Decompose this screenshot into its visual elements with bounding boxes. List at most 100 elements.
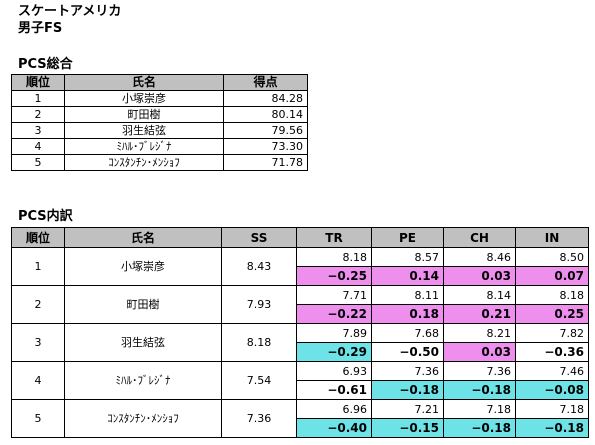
rank-cell: 3 bbox=[11, 122, 65, 139]
ch-diff-cell: 0.03 bbox=[443, 266, 516, 286]
in-value-cell: 7.18 bbox=[515, 399, 589, 419]
ch-value-cell: 8.46 bbox=[443, 247, 516, 267]
in-diff-cell: −0.08 bbox=[515, 380, 589, 400]
name-cell: ﾐﾊﾙ･ﾌﾞﾚｼﾞﾅ bbox=[64, 361, 222, 400]
ch-diff-cell: −0.18 bbox=[443, 380, 516, 400]
tr-diff-cell: −0.25 bbox=[296, 266, 372, 286]
tr-value-cell: 8.18 bbox=[296, 247, 372, 267]
pcs-detail-table: 順位 氏名 SS TR PE CH IN 1 小塚崇彦 8.43 8.18 8.… bbox=[11, 227, 589, 438]
name-cell: 羽生結弦 bbox=[64, 323, 222, 362]
in-diff-cell: −0.36 bbox=[515, 342, 589, 362]
ch-value-cell: 7.18 bbox=[443, 399, 516, 419]
name-cell: 町田樹 bbox=[64, 106, 224, 123]
pcs-total-table: 順位 氏名 得点 1 小塚崇彦 84.28 2 町田樹 80.14 3 羽生結弦… bbox=[11, 74, 308, 171]
score-cell: 71.78 bbox=[223, 154, 308, 171]
ss-cell: 7.36 bbox=[221, 399, 297, 438]
rank-cell: 1 bbox=[11, 90, 65, 107]
table-row: 5 ｺﾝｽﾀﾝﾁﾝ･ﾒﾝｼｮﾌ 7.36 6.96 7.21 7.18 7.18 bbox=[11, 399, 589, 438]
table-row: 5 ｺﾝｽﾀﾝﾁﾝ･ﾒﾝｼｮﾌ 71.78 bbox=[11, 154, 308, 171]
name-cell: 小塚崇彦 bbox=[64, 90, 224, 107]
rank-cell: 1 bbox=[11, 247, 65, 286]
name-cell: 町田樹 bbox=[64, 285, 222, 324]
pe-diff-cell: −0.15 bbox=[371, 418, 444, 438]
tr-value-cell: 6.93 bbox=[296, 361, 372, 381]
diff-row: −0.40 −0.15 −0.18 −0.18 bbox=[12, 418, 589, 438]
in-value-cell: 7.82 bbox=[515, 323, 589, 343]
in-diff-cell: −0.18 bbox=[515, 418, 589, 438]
tr-value-cell: 6.96 bbox=[296, 399, 372, 419]
header-in: IN bbox=[515, 227, 589, 248]
in-value-cell: 7.46 bbox=[515, 361, 589, 381]
rank-cell: 5 bbox=[11, 399, 65, 438]
header-tr: TR bbox=[296, 227, 372, 248]
rank-cell: 2 bbox=[11, 106, 65, 123]
ch-value-cell: 7.36 bbox=[443, 361, 516, 381]
score-cell: 79.56 bbox=[223, 122, 308, 139]
ss-cell: 8.18 bbox=[221, 323, 297, 362]
tr-diff-cell: −0.29 bbox=[296, 342, 372, 362]
pe-value-cell: 8.57 bbox=[371, 247, 444, 267]
name-cell: 小塚崇彦 bbox=[64, 247, 222, 286]
pcs-total-heading: PCS総合 bbox=[18, 57, 73, 72]
tr-value-cell: 7.89 bbox=[296, 323, 372, 343]
rank-cell: 4 bbox=[11, 138, 65, 155]
header-ch: CH bbox=[443, 227, 516, 248]
header-name: 氏名 bbox=[64, 74, 224, 91]
score-cell: 84.28 bbox=[223, 90, 308, 107]
table-header-row: 順位 氏名 得点 bbox=[11, 74, 308, 91]
ch-value-cell: 8.14 bbox=[443, 285, 516, 305]
score-cell: 80.14 bbox=[223, 106, 308, 123]
rank-cell: 5 bbox=[11, 154, 65, 171]
table-header-row: 順位 氏名 SS TR PE CH IN bbox=[11, 227, 589, 248]
ss-cell: 8.43 bbox=[221, 247, 297, 286]
ch-diff-cell: −0.18 bbox=[443, 418, 516, 438]
ch-diff-cell: 0.03 bbox=[443, 342, 516, 362]
category-title: 男子FS bbox=[18, 21, 63, 36]
tr-diff-cell: −0.40 bbox=[296, 418, 372, 438]
header-ss: SS bbox=[221, 227, 297, 248]
pe-diff-cell: 0.14 bbox=[371, 266, 444, 286]
table-row: 2 町田樹 80.14 bbox=[11, 106, 308, 123]
pe-value-cell: 7.21 bbox=[371, 399, 444, 419]
name-cell: ｺﾝｽﾀﾝﾁﾝ･ﾒﾝｼｮﾌ bbox=[64, 399, 222, 438]
table-row: 3 羽生結弦 8.18 7.89 7.68 8.21 7.82 bbox=[11, 323, 589, 362]
table-row: 4 ﾐﾊﾙ･ﾌﾞﾚｼﾞﾅ 7.54 6.93 7.36 7.36 7.46 bbox=[11, 361, 589, 400]
table-row: 3 羽生結弦 79.56 bbox=[11, 122, 308, 139]
pe-diff-cell: 0.18 bbox=[371, 304, 444, 324]
pe-diff-cell: −0.18 bbox=[371, 380, 444, 400]
ss-cell: 7.54 bbox=[221, 361, 297, 400]
ch-value-cell: 8.21 bbox=[443, 323, 516, 343]
table-row: 2 町田樹 7.93 7.71 8.11 8.14 8.18 bbox=[11, 285, 589, 324]
in-diff-cell: 0.07 bbox=[515, 266, 589, 286]
name-cell: ﾐﾊﾙ･ﾌﾞﾚｼﾞﾅ bbox=[64, 138, 224, 155]
pcs-detail-heading: PCS内訳 bbox=[18, 209, 73, 224]
header-name: 氏名 bbox=[64, 227, 222, 248]
rank-cell: 4 bbox=[11, 361, 65, 400]
pe-value-cell: 7.36 bbox=[371, 361, 444, 381]
name-cell: 羽生結弦 bbox=[64, 122, 224, 139]
pe-value-cell: 7.68 bbox=[371, 323, 444, 343]
header-rank: 順位 bbox=[11, 227, 65, 248]
diff-row: −0.25 0.14 0.03 0.07 bbox=[12, 266, 589, 286]
tr-diff-cell: −0.22 bbox=[296, 304, 372, 324]
rank-cell: 3 bbox=[11, 323, 65, 362]
header-rank: 順位 bbox=[11, 74, 65, 91]
tr-value-cell: 7.71 bbox=[296, 285, 372, 305]
pe-diff-cell: −0.50 bbox=[371, 342, 444, 362]
in-value-cell: 8.18 bbox=[515, 285, 589, 305]
event-title: スケートアメリカ bbox=[18, 4, 122, 19]
score-cell: 73.30 bbox=[223, 138, 308, 155]
header-pe: PE bbox=[371, 227, 444, 248]
table-row: 1 小塚崇彦 8.43 8.18 8.57 8.46 8.50 bbox=[11, 247, 589, 286]
rank-cell: 2 bbox=[11, 285, 65, 324]
table-row: 4 ﾐﾊﾙ･ﾌﾞﾚｼﾞﾅ 73.30 bbox=[11, 138, 308, 155]
tr-diff-cell: −0.61 bbox=[296, 380, 372, 400]
diff-row: −0.29 −0.50 0.03 −0.36 bbox=[12, 342, 589, 362]
name-cell: ｺﾝｽﾀﾝﾁﾝ･ﾒﾝｼｮﾌ bbox=[64, 154, 224, 171]
ch-diff-cell: 0.21 bbox=[443, 304, 516, 324]
header-score: 得点 bbox=[223, 74, 308, 91]
in-value-cell: 8.50 bbox=[515, 247, 589, 267]
diff-row: −0.61 −0.18 −0.18 −0.08 bbox=[12, 380, 589, 400]
pe-value-cell: 8.11 bbox=[371, 285, 444, 305]
ss-cell: 7.93 bbox=[221, 285, 297, 324]
